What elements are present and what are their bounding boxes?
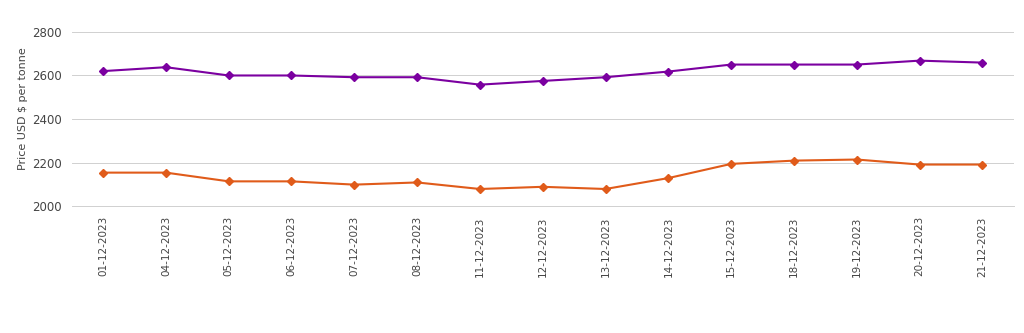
SHFE xyxy=(725,63,737,67)
SHFE xyxy=(348,75,360,79)
SHFE xyxy=(537,79,549,83)
LME xyxy=(348,182,360,186)
SHFE xyxy=(851,63,863,67)
SHFE xyxy=(663,70,675,74)
SHFE xyxy=(411,75,423,79)
SHFE xyxy=(787,63,800,67)
LME xyxy=(222,179,234,183)
LME xyxy=(913,163,926,166)
SHFE xyxy=(222,74,234,78)
LME xyxy=(537,185,549,189)
LME xyxy=(725,162,737,166)
SHFE xyxy=(599,75,611,79)
SHFE xyxy=(976,61,988,65)
LME xyxy=(97,170,110,174)
Y-axis label: Price USD $ per tonne: Price USD $ per tonne xyxy=(18,47,28,169)
LME xyxy=(599,187,611,191)
Line: LME: LME xyxy=(100,157,985,192)
LME xyxy=(976,163,988,166)
SHFE xyxy=(474,83,486,87)
LME xyxy=(474,187,486,191)
SHFE xyxy=(913,59,926,63)
SHFE xyxy=(286,74,298,78)
Line: SHFE: SHFE xyxy=(100,58,985,88)
SHFE xyxy=(97,69,110,73)
LME xyxy=(286,179,298,183)
LME xyxy=(411,180,423,184)
LME xyxy=(787,159,800,163)
SHFE xyxy=(160,65,172,69)
LME xyxy=(160,170,172,174)
LME xyxy=(851,158,863,162)
LME xyxy=(663,176,675,180)
